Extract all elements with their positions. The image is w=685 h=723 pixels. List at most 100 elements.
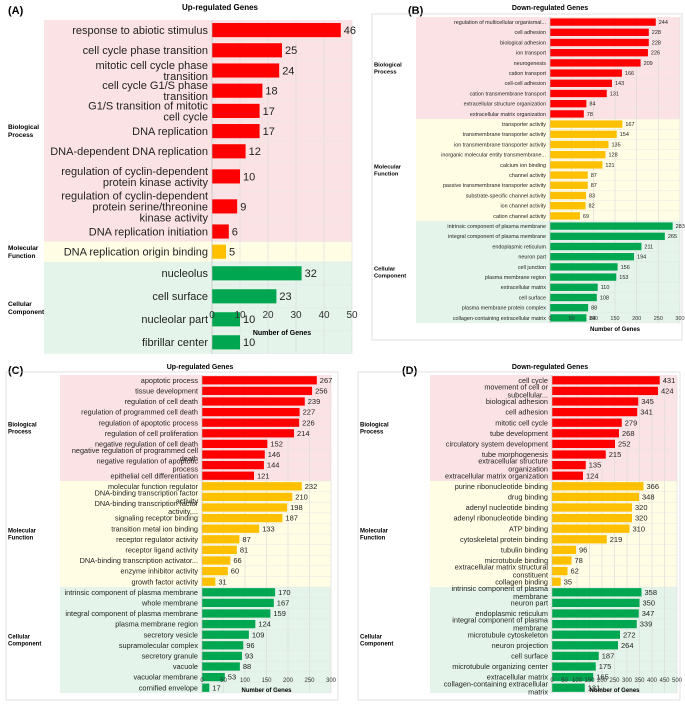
- bar-dna-dependent-dna-replication: [212, 144, 246, 159]
- value-label: 10: [243, 337, 255, 349]
- bar-microtubule-binding: [552, 556, 572, 565]
- category-label: cell cycle: [518, 376, 548, 385]
- group-label: Function: [8, 536, 34, 542]
- category-label: microtubule cytoskeleton: [468, 630, 548, 639]
- value-label: 228: [652, 40, 661, 46]
- group-label: Cellular: [360, 635, 383, 641]
- value-label: 320: [635, 514, 648, 523]
- value-label: 82: [589, 204, 595, 210]
- bar-cell-cell-adhesion: [550, 79, 612, 87]
- value-label: 83: [589, 193, 595, 199]
- bar-transmembrane-transporter-activity: [550, 130, 617, 138]
- value-label: 194: [637, 255, 646, 261]
- category-label: transmembrane transporter activity: [463, 132, 547, 138]
- category-label: neuron part: [511, 598, 548, 607]
- value-label: 167: [277, 599, 290, 608]
- bar-dna-binding-transcription-factor-activity: [202, 503, 288, 512]
- value-label: 110: [601, 285, 610, 291]
- category-label: biological adhesion: [500, 40, 546, 46]
- bar-nucleolar-part: [212, 312, 240, 327]
- category-label: adenyl nucleotide binding: [466, 503, 548, 512]
- category-label: DNA replication initiation: [89, 226, 208, 238]
- category-label: regulation of cyclin-dependent protein ki…: [61, 166, 208, 189]
- category-label: cell cycle G1/S phase transition: [102, 80, 208, 103]
- x-tick-label: 450: [659, 678, 670, 684]
- category-label: nucleolus: [162, 268, 209, 280]
- value-label: 256: [315, 387, 328, 396]
- bar-signaling-receptor-binding: [202, 513, 283, 523]
- x-tick-label: 150: [261, 678, 272, 684]
- value-label: 109: [252, 630, 265, 639]
- value-label: 84: [589, 102, 595, 108]
- x-tick-label: 0: [200, 678, 204, 684]
- category-label: collagen-containing extracellular matrix: [444, 679, 549, 696]
- bar-atp-binding: [552, 524, 630, 533]
- bar-cell-cycle: [552, 376, 660, 385]
- category-label: G1/S transition of mitotic cell cycle: [88, 100, 208, 123]
- value-label: 175: [599, 662, 612, 671]
- category-label: biological adhesion: [486, 397, 548, 406]
- bar-endoplasmic-reticulum: [550, 242, 642, 251]
- value-label: 24: [282, 65, 294, 77]
- value-label: 227: [303, 408, 316, 417]
- panel-frame: [5, 371, 339, 701]
- chart-panel-b: (B) Down-regulated Genes BiologicalProcess…: [374, 5, 685, 333]
- x-axis-label: Number of Genes: [589, 688, 640, 694]
- category-label: integral component of plasma membrane: [65, 609, 198, 618]
- chart-title: Down-regulated Genes: [512, 364, 588, 371]
- value-label: 146: [268, 450, 281, 459]
- category-label: cation channel activity: [493, 214, 546, 220]
- value-label: 131: [610, 91, 619, 97]
- value-label: 96: [579, 546, 587, 555]
- bar-dna-replication-initiation: [212, 224, 229, 239]
- value-label: 215: [609, 450, 622, 459]
- group-label: Process: [8, 430, 32, 436]
- value-label: 154: [620, 132, 629, 138]
- bar-extracellular-matrix-organization: [552, 471, 583, 480]
- bar-cell-cycle-phase-transition: [212, 43, 282, 58]
- value-label: 170: [278, 588, 291, 597]
- value-label: 23: [279, 291, 291, 303]
- group-band-biological-process: [44, 20, 352, 242]
- category-label: DNA-binding transcription activator...: [80, 556, 198, 565]
- x-axis-label: Number of Genes: [241, 688, 292, 694]
- value-label: 87: [242, 535, 250, 544]
- bar-biological-adhesion: [552, 397, 639, 406]
- value-label: 121: [605, 163, 614, 169]
- group-label: Process: [360, 430, 384, 436]
- value-label: 265: [668, 234, 677, 240]
- category-label: adenyl ribonucleotide binding: [453, 514, 548, 523]
- bar-g1-s-transition-of-mitotic-cell-cycle: [212, 103, 260, 118]
- bar-cell-junction: [550, 263, 618, 271]
- x-tick-label: 200: [632, 316, 641, 322]
- x-tick-label: 300: [326, 678, 337, 684]
- category-label: secretory granule: [142, 651, 198, 660]
- x-tick-label: 100: [589, 316, 598, 322]
- group-label: Biological: [8, 124, 39, 131]
- category-label: mitotic cell cycle: [495, 418, 548, 427]
- x-tick-label: 200: [283, 678, 294, 684]
- category-label: passive transmembrane transporter activi…: [443, 183, 546, 189]
- category-label: ion transmembrane transporter activity: [454, 142, 546, 148]
- category-label: cation transmembrane transport: [470, 91, 547, 97]
- bar-intrinsic-component-of-plasma-membrane: [202, 588, 276, 597]
- x-tick-label: 250: [609, 678, 620, 684]
- category-label: drug binding: [508, 492, 548, 501]
- value-label: 165: [596, 673, 609, 682]
- value-label: 244: [659, 20, 668, 26]
- bar-secretory-granule: [202, 651, 242, 661]
- group-label: Cellular: [8, 635, 31, 641]
- category-label: neuron part: [518, 255, 546, 261]
- category-label: receptor regulator activity: [116, 535, 198, 544]
- value-label: 17: [263, 106, 275, 118]
- value-label: 153: [619, 275, 628, 281]
- category-label: whole membrane: [141, 598, 198, 607]
- bar-regulation-of-programmed-cell-death: [202, 407, 300, 417]
- value-label: 60: [231, 567, 239, 576]
- category-label: cation transport: [509, 71, 547, 77]
- value-label: 84: [589, 316, 595, 322]
- x-axis-label: Number of Genes: [253, 330, 311, 337]
- value-label: 9: [240, 201, 246, 213]
- group-band-molecular-function: [44, 241, 352, 262]
